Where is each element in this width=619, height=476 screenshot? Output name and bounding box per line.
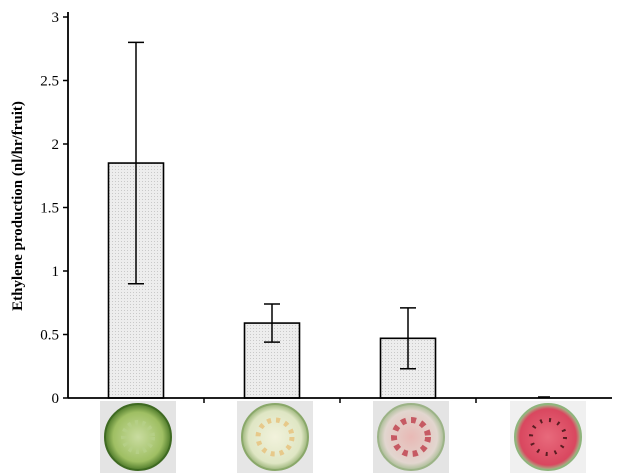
y-tick-label: 1.5 [40,201,59,217]
y-axis-title: Ethylene production (nl/hr/fruit) [10,101,26,311]
red-fruit-slice-icon [510,401,586,473]
y-tick-label: 0.5 [40,328,59,344]
y-tick-label: 2 [52,137,60,153]
error-bar [264,303,280,343]
y-tick-label: 0 [52,391,60,407]
error-bar [400,307,416,370]
white-yellow-fruit-slice-icon [237,401,313,473]
error-bars [128,41,550,398]
y-tick-label: 2.5 [40,74,59,90]
bars [107,162,437,399]
y-tick-label: 1 [52,264,60,280]
category-images [100,401,586,473]
x-axis-ticks [203,398,477,403]
pink-fruit-slice-icon [373,401,449,473]
green-fruit-slice-icon [100,401,176,473]
error-bar [128,41,144,285]
y-axis-ticks: 0 0.5 1 1.5 2 2.5 3 [40,10,68,407]
y-tick-label: 3 [52,10,60,26]
